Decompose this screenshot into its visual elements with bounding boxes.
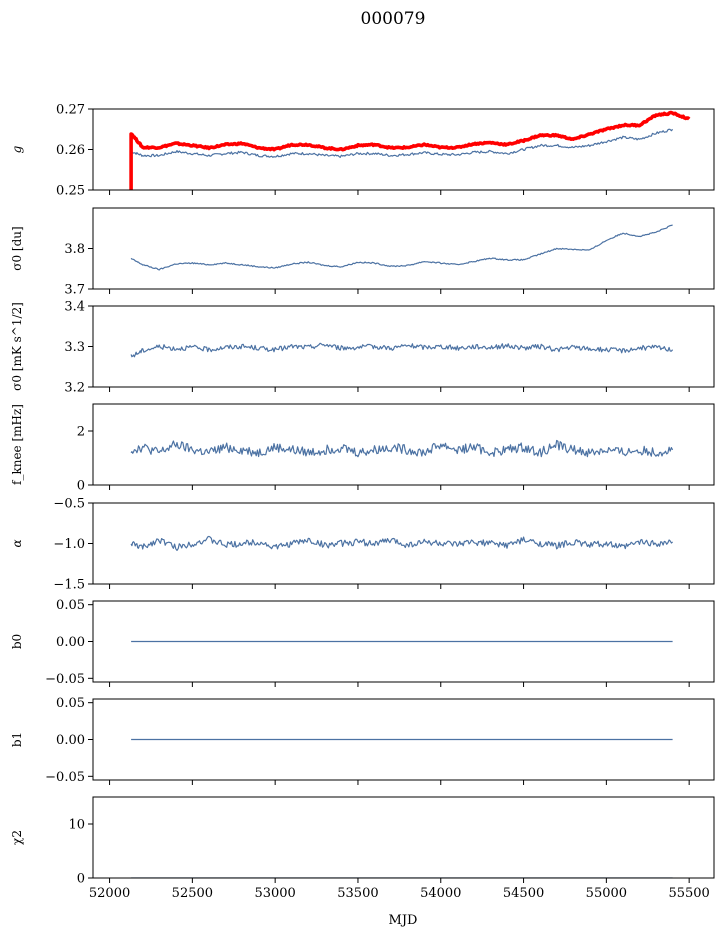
axes-frame [92, 796, 715, 879]
y-axis-label: α [10, 539, 24, 547]
y-axis-label: σ0 [du] [10, 226, 24, 270]
subplot-1: 0.25 0.26 0.27 g [10, 103, 715, 199]
x-tick-label: 52500 [172, 886, 213, 901]
y-axis-label: g [10, 145, 24, 153]
y-tick-label: 0.00 [56, 635, 85, 650]
plot-area [129, 110, 691, 190]
y-tick-label: −0.05 [45, 672, 85, 687]
y-tick-label: 3.4 [64, 300, 85, 315]
plot-area [130, 535, 674, 552]
x-tick-label: 54500 [503, 886, 544, 901]
subplot-3: 3.2 3.3 3.4 σ0 [mK s^1/2] [10, 300, 715, 396]
y-axis-label: f_knee [mHz] [10, 404, 24, 485]
y-tick-label: 10 [68, 818, 85, 833]
y-tick-label: 0 [77, 479, 85, 494]
y-tick-label: 3.7 [64, 283, 85, 298]
y-tick-label: 0.26 [56, 143, 85, 158]
figure-title: 000079 [361, 9, 426, 29]
plot-area [130, 224, 673, 271]
subplot-6: −0.05 0.00 0.05 b0 [10, 598, 715, 687]
x-tick-label: 53500 [337, 886, 378, 901]
series-line [130, 439, 674, 458]
subplot-7: −0.05 0.00 0.05 b1 [10, 696, 715, 785]
x-axis-label: MJD [389, 913, 418, 928]
y-tick-label: 3.8 [64, 242, 85, 257]
y-tick-label: −1.5 [53, 578, 85, 593]
y-tick-label: −1.0 [53, 537, 85, 552]
y-axis-label: b0 [10, 634, 24, 649]
series-line [130, 342, 674, 358]
plot-area [130, 439, 674, 458]
x-tick-label: 55000 [586, 886, 627, 901]
x-tick-label: 53000 [254, 886, 295, 901]
panels: 0.25 0.26 0.27 g 3.7 3.8 σ0 [du] 3.2 3.3 3.4 σ0 [m… [10, 103, 715, 901]
series-line [130, 535, 674, 552]
x-tick-label: 55500 [668, 886, 709, 901]
y-tick-label: 3.2 [64, 381, 85, 396]
axes-frame [92, 502, 715, 585]
series-line [130, 128, 674, 158]
y-tick-label: 0.05 [56, 696, 85, 711]
y-tick-label: 0.05 [56, 598, 85, 613]
y-tick-label: 2 [77, 425, 85, 440]
y-tick-label: 0.25 [56, 184, 85, 199]
subplot-5: −1.5 −1.0 −0.5 α [10, 497, 715, 593]
y-tick-label: 3.3 [64, 340, 85, 355]
y-tick-label: 0.00 [56, 733, 85, 748]
subplot-8: 0 10 52000 52500 53000 53500 54000 54500 55000 55… [10, 796, 715, 901]
subplot-4: 0 2 f_knee [mHz] [10, 403, 715, 494]
y-tick-label: 0 [77, 872, 85, 887]
x-tick-label: 54000 [420, 886, 461, 901]
y-tick-label: 0.27 [56, 103, 85, 118]
axes-frame [92, 403, 715, 486]
y-tick-label: −0.05 [45, 770, 85, 785]
axes-frame [92, 207, 715, 290]
model-curve [129, 110, 691, 190]
plot-area [130, 342, 674, 358]
subplot-2: 3.7 3.8 σ0 [du] [10, 207, 715, 298]
x-tick-label: 52000 [89, 886, 130, 901]
y-axis-label: χ2 [10, 830, 24, 845]
y-axis-label: b1 [10, 732, 24, 747]
y-axis-label: σ0 [mK s^1/2] [10, 302, 24, 391]
series-line [130, 224, 673, 271]
y-tick-label: −0.5 [53, 497, 85, 512]
